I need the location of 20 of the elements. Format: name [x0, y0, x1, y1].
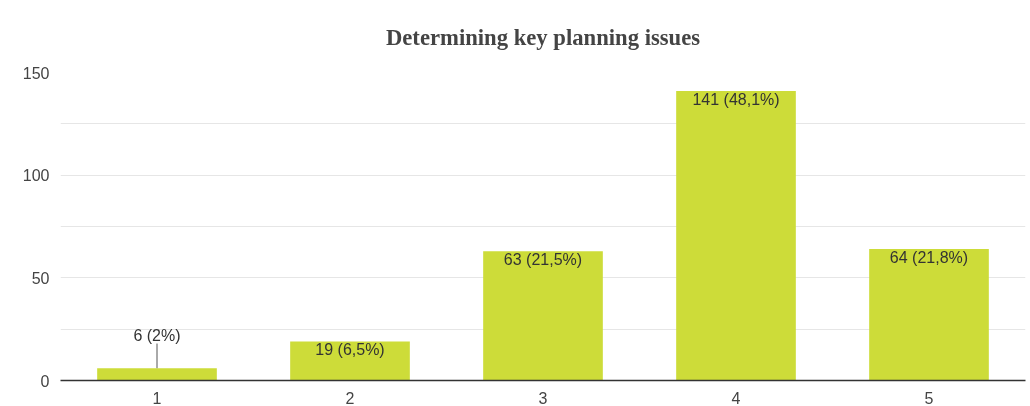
- bar: [97, 368, 217, 381]
- y-tick-label: 150: [22, 64, 50, 82]
- x-tick-label: 5: [924, 389, 934, 406]
- bar: [676, 90, 796, 381]
- bar: [483, 251, 603, 381]
- data-label: 6 (2%): [133, 326, 181, 344]
- x-tick-label: 2: [345, 389, 355, 406]
- chart-title: Determining key planning issues: [385, 25, 701, 50]
- bar: [290, 341, 410, 381]
- x-tick-label: 3: [538, 389, 548, 406]
- data-label: 141 (48,1%): [692, 90, 780, 108]
- data-label: 64 (21,8%): [889, 249, 969, 267]
- data-label: 19 (6,5%): [315, 341, 385, 359]
- x-tick-label: 1: [152, 389, 162, 406]
- bar: [869, 249, 989, 381]
- y-tick-label: 100: [22, 167, 50, 185]
- y-tick-label: 0: [40, 372, 50, 390]
- y-tick-label: 50: [31, 269, 50, 287]
- x-tick-label: 4: [731, 389, 741, 406]
- data-label: 63 (21,5%): [503, 251, 583, 269]
